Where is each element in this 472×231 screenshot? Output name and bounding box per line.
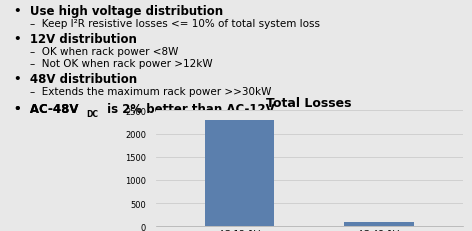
Title: Total Losses: Total Losses: [266, 97, 352, 110]
Text: is 2% better than AC-12V: is 2% better than AC-12V: [103, 103, 275, 116]
Text: –  Extends the maximum rack power >>30kW: – Extends the maximum rack power >>30kW: [30, 87, 272, 97]
Text: •  AC-48V: • AC-48V: [14, 103, 78, 116]
Bar: [204, 120, 274, 226]
Text: –  Keep I²R resistive losses <= 10% of total system loss: – Keep I²R resistive losses <= 10% of to…: [30, 18, 320, 28]
Text: •  12V distribution: • 12V distribution: [14, 33, 137, 46]
Text: –  Not OK when rack power >12kW: – Not OK when rack power >12kW: [30, 59, 213, 69]
Bar: [344, 222, 414, 226]
Text: •  48V distribution: • 48V distribution: [14, 73, 137, 86]
Text: –  OK when rack power <8W: – OK when rack power <8W: [30, 47, 179, 57]
Text: DC: DC: [86, 110, 99, 119]
Text: •  Use high voltage distribution: • Use high voltage distribution: [14, 5, 223, 18]
Text: DC: DC: [334, 110, 346, 119]
Text: •  AC-48V: • AC-48V: [14, 103, 78, 116]
